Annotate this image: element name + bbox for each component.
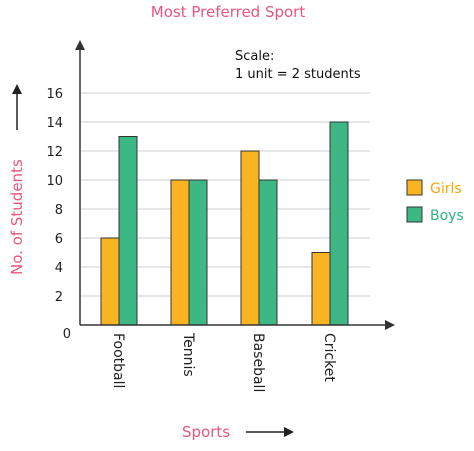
y-tick-label: 14: [46, 116, 63, 131]
y-tick-labels: 0 2 4 6 8 10 12 14 16: [46, 87, 71, 342]
x-tick-label: Cricket: [321, 333, 337, 382]
y-tick-label: 4: [55, 261, 63, 276]
y-tick-label: 2: [55, 290, 63, 305]
bar-girls-cricket: [311, 252, 331, 326]
y-tick-label: 6: [55, 232, 63, 247]
bar-girls-baseball: [240, 150, 260, 326]
chart-title: Most Preferred Sport: [151, 3, 306, 21]
x-axis-label: Sports: [182, 423, 230, 441]
y-tick-label: 8: [55, 203, 63, 218]
y-tick-label: 16: [46, 87, 63, 102]
x-tick-label: Tennis: [180, 332, 196, 377]
x-tick-label: Football: [110, 333, 126, 388]
bar-girls-tennis: [170, 179, 190, 326]
scale-note-line1: Scale:: [235, 49, 274, 64]
bar-boys-cricket: [329, 121, 349, 326]
legend-label-girls: Girls: [430, 181, 462, 197]
bar-boys-football: [118, 136, 138, 326]
x-tick-labels: Football Tennis Baseball Cricket: [110, 332, 337, 392]
x-tick-label: Baseball: [250, 333, 266, 392]
legend-label-boys: Boys: [430, 208, 464, 224]
bar-girls-football: [100, 237, 120, 326]
bar-boys-baseball: [258, 179, 278, 326]
y-tick-label: 12: [46, 145, 63, 160]
legend-swatch-girls: [406, 179, 423, 196]
bar-boys-tennis: [188, 179, 208, 326]
y-tick-label: 0: [63, 327, 71, 342]
scale-note-line2: 1 unit = 2 students: [235, 67, 361, 82]
bars: [100, 121, 349, 326]
y-axis-label: No. of Students: [8, 159, 26, 275]
y-tick-label: 10: [46, 174, 63, 189]
legend-swatch-boys: [406, 206, 423, 223]
